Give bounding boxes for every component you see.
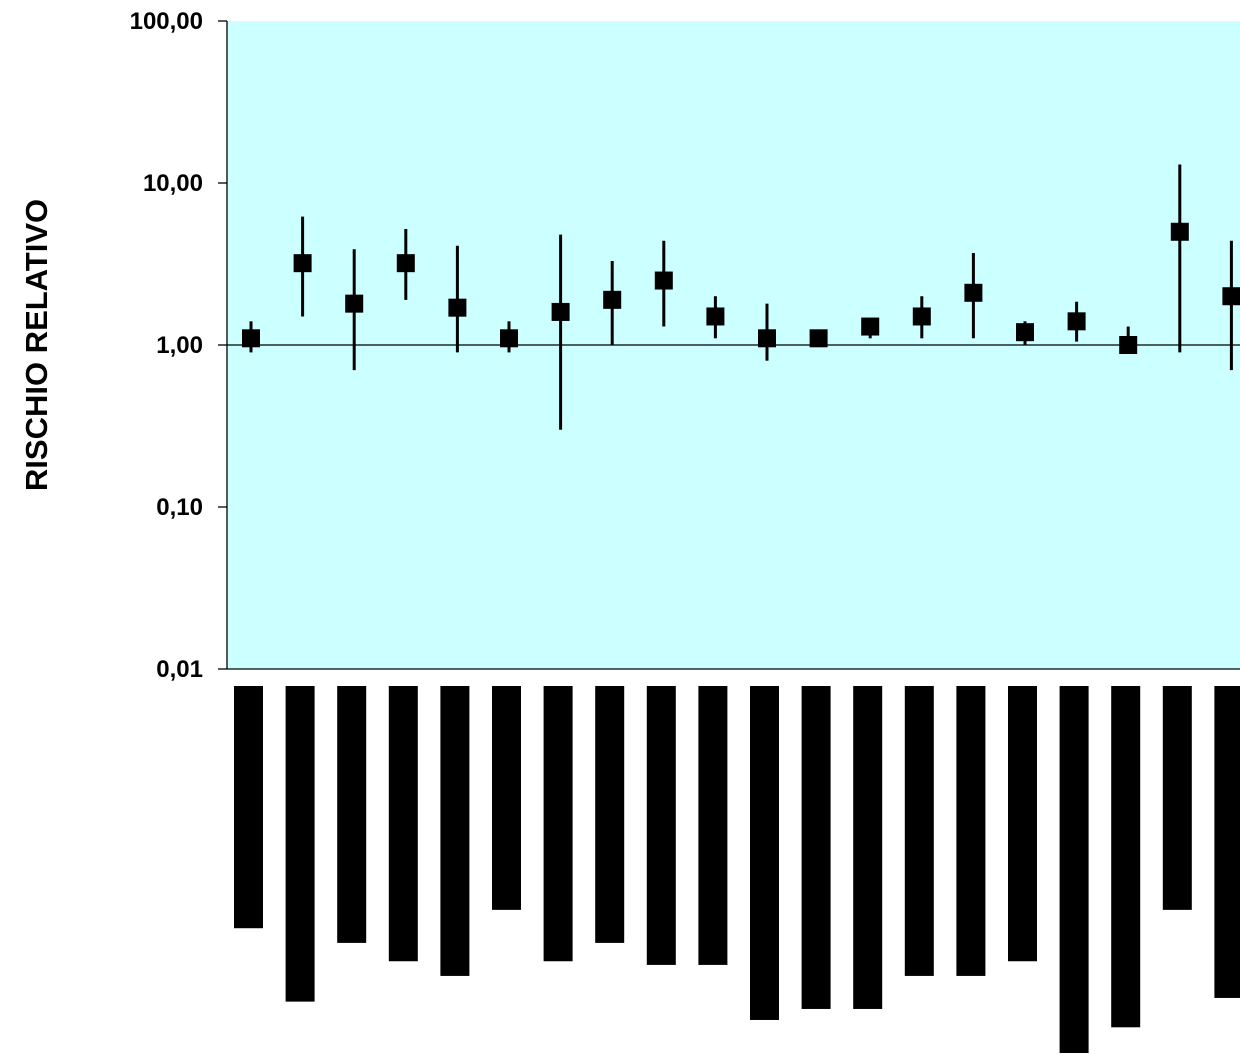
y-tick-label: 0,01 [156, 656, 203, 683]
y-axis-title: RISCHIO RELATIVO [19, 199, 54, 491]
estimate-marker [551, 302, 570, 321]
estimate-marker [1222, 287, 1240, 306]
estimate-marker [603, 290, 622, 309]
estimate-marker [1119, 336, 1138, 354]
category-label-bar [801, 686, 831, 1009]
category-label-bar [904, 686, 934, 976]
estimate-marker [242, 329, 260, 348]
estimate-marker [1170, 222, 1189, 241]
category-label-bar [646, 686, 676, 965]
category-label-bar [440, 686, 470, 976]
y-tick-label: 0,10 [156, 494, 203, 521]
y-tick-label: 100,00 [130, 8, 203, 35]
category-label-bar [1214, 686, 1240, 998]
estimate-marker [1016, 323, 1034, 342]
estimate-marker [654, 271, 673, 290]
category-label-bar [337, 686, 367, 943]
estimate-marker [293, 254, 312, 273]
category-label-bar [750, 686, 779, 1020]
category-label-bar [285, 686, 315, 1002]
estimate-marker [912, 307, 931, 326]
category-label-bar [1162, 686, 1192, 910]
estimate-marker [448, 298, 467, 317]
estimate-marker [758, 329, 776, 348]
estimate-marker [345, 294, 364, 313]
category-label-bar [853, 686, 883, 1009]
estimate-marker [861, 317, 880, 336]
category-label-bar [956, 686, 986, 976]
estimate-marker [964, 283, 983, 302]
estimate-marker [396, 254, 415, 273]
y-tick-label: 10,00 [143, 170, 203, 197]
category-label-bar [388, 686, 418, 962]
y-tick-label: 1,00 [156, 332, 203, 359]
category-label-bar [1059, 686, 1089, 1053]
category-label-bar [698, 686, 728, 965]
category-label-bar [543, 686, 573, 962]
estimate-marker [809, 329, 828, 348]
estimate-marker [1067, 312, 1086, 331]
category-label-bar [595, 686, 625, 943]
estimate-marker [500, 329, 518, 348]
category-label-bar [1008, 686, 1037, 962]
estimate-marker [706, 307, 725, 326]
category-label-bar [234, 686, 263, 929]
category-label-bar [492, 686, 521, 910]
category-label-bar [1111, 686, 1141, 1028]
